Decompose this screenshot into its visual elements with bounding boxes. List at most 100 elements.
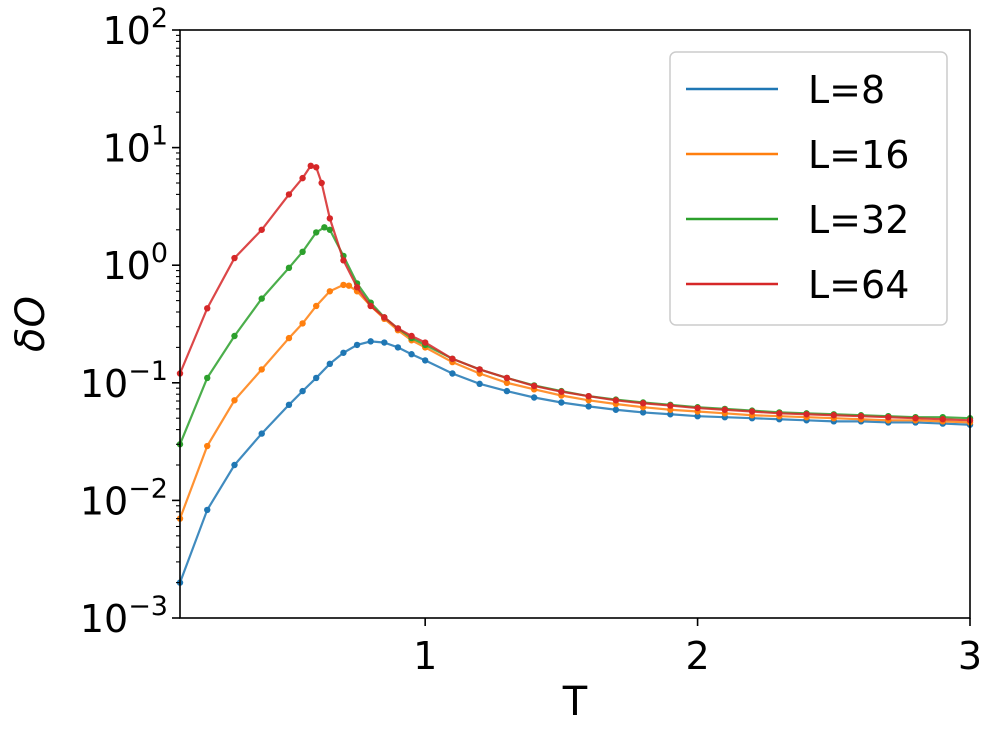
y-axis-label: δO xyxy=(8,296,54,352)
y-tick-exponent: −3 xyxy=(128,591,168,622)
y-tick-label: 10−3 xyxy=(80,591,168,641)
data-point xyxy=(299,320,306,327)
data-point xyxy=(449,355,456,362)
x-tick-label: 1 xyxy=(413,634,437,678)
series-l-8 xyxy=(176,338,974,586)
data-point xyxy=(318,179,325,187)
y-tick-exponent: −1 xyxy=(128,356,168,387)
data-point xyxy=(204,442,211,450)
data-point xyxy=(421,339,429,346)
legend-label: L=16 xyxy=(808,133,909,177)
data-point xyxy=(307,162,314,170)
series-l-64 xyxy=(176,162,974,424)
data-point xyxy=(353,341,361,349)
data-point xyxy=(408,351,415,358)
data-point xyxy=(204,305,211,312)
data-point xyxy=(231,254,238,262)
data-point xyxy=(503,387,511,395)
data-point xyxy=(353,284,361,291)
data-point xyxy=(558,399,565,406)
legend: L=8 L=16 L=32 L=64 xyxy=(669,51,948,326)
legend-label: L=64 xyxy=(808,263,909,307)
data-point xyxy=(231,332,238,340)
data-point xyxy=(381,314,388,321)
data-point xyxy=(394,344,402,351)
legend-box xyxy=(669,51,948,326)
x-axis-label: T xyxy=(562,679,588,725)
data-point xyxy=(449,370,456,377)
data-point xyxy=(694,404,701,412)
y-tick-base: 10 xyxy=(102,127,150,171)
y-tick-exponent: 0 xyxy=(151,238,168,269)
data-point xyxy=(721,406,729,413)
data-point xyxy=(667,411,674,418)
data-point xyxy=(313,229,320,236)
data-point xyxy=(285,334,293,342)
data-point xyxy=(585,392,592,400)
data-point xyxy=(204,374,211,382)
data-point xyxy=(313,302,320,310)
plot-frame xyxy=(179,29,971,619)
data-point xyxy=(939,416,946,423)
data-point xyxy=(667,402,674,409)
data-point xyxy=(285,191,293,198)
data-point xyxy=(639,409,647,416)
data-point xyxy=(503,374,511,382)
data-point xyxy=(231,461,238,469)
y-tick-label: 10−2 xyxy=(80,473,168,523)
data-point xyxy=(476,380,483,388)
data-point xyxy=(299,248,306,256)
data-point xyxy=(340,281,347,289)
data-point xyxy=(912,415,919,422)
data-point xyxy=(530,382,538,390)
data-point xyxy=(258,366,265,373)
x-tick-label: 2 xyxy=(685,634,709,678)
data-point xyxy=(299,174,306,182)
y-tick-label: 102 xyxy=(102,3,168,53)
data-point xyxy=(345,282,353,289)
data-point xyxy=(258,430,265,437)
data-point xyxy=(803,411,810,418)
data-point xyxy=(231,397,238,404)
data-point xyxy=(367,302,374,310)
data-point xyxy=(313,164,320,171)
data-point xyxy=(326,215,334,222)
y-tick-base: 10 xyxy=(102,9,150,53)
data-point xyxy=(258,295,265,302)
data-point xyxy=(612,397,620,404)
y-tick-exponent: −2 xyxy=(128,473,168,504)
y-tick-exponent: 1 xyxy=(151,121,168,152)
data-point xyxy=(326,226,334,233)
data-point xyxy=(830,412,837,419)
y-tick-label: 100 xyxy=(102,238,168,288)
data-point xyxy=(503,379,511,386)
data-point xyxy=(585,403,592,410)
y-tick-base: 10 xyxy=(80,362,128,406)
data-point xyxy=(394,325,402,332)
data-point xyxy=(558,388,565,395)
data-point xyxy=(285,401,293,409)
data-point xyxy=(340,257,347,264)
data-point xyxy=(885,413,892,421)
y-tick-exponent: 2 xyxy=(151,3,168,34)
data-point xyxy=(340,349,347,356)
data-point xyxy=(530,394,538,401)
data-point xyxy=(204,506,211,514)
legend-label: L=32 xyxy=(808,198,909,242)
x-tick-label: 3 xyxy=(958,634,982,678)
data-point xyxy=(321,224,328,231)
data-point xyxy=(639,400,647,407)
data-point xyxy=(476,366,483,373)
y-tick-base: 10 xyxy=(80,597,128,641)
data-point xyxy=(299,387,306,395)
data-point xyxy=(748,408,756,415)
data-point xyxy=(612,406,620,413)
series-line xyxy=(178,283,971,520)
data-point xyxy=(857,412,865,420)
data-point xyxy=(326,288,334,295)
data-point xyxy=(421,357,429,364)
y-tick-label: 101 xyxy=(102,121,168,171)
y-tick-label: 10−1 xyxy=(80,356,168,406)
